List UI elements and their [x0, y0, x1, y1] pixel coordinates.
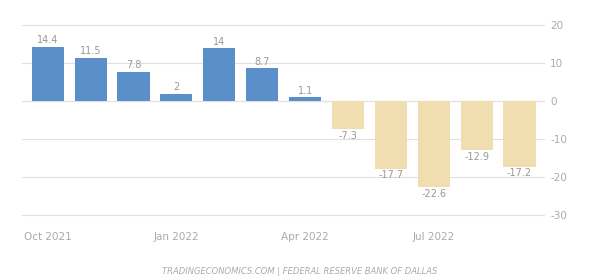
Text: TRADINGECONOMICS.COM | FEDERAL RESERVE BANK OF DALLAS: TRADINGECONOMICS.COM | FEDERAL RESERVE B…: [163, 267, 437, 276]
Bar: [418, 101, 450, 187]
Bar: [461, 101, 493, 150]
Bar: [503, 101, 536, 167]
Text: 11.5: 11.5: [80, 46, 101, 56]
Bar: [375, 101, 407, 169]
Bar: [203, 48, 235, 101]
Text: 14.4: 14.4: [37, 35, 58, 45]
Text: -7.3: -7.3: [338, 131, 358, 141]
Text: -22.6: -22.6: [421, 189, 446, 199]
Text: -17.7: -17.7: [378, 170, 403, 180]
Bar: [289, 97, 321, 101]
Text: 8.7: 8.7: [254, 57, 270, 67]
Bar: [118, 72, 149, 101]
Bar: [246, 68, 278, 101]
Bar: [160, 94, 193, 101]
Text: 7.8: 7.8: [126, 60, 141, 70]
Text: 2: 2: [173, 82, 179, 92]
Bar: [32, 47, 64, 101]
Text: -12.9: -12.9: [464, 152, 489, 162]
Bar: [332, 101, 364, 129]
Bar: [74, 58, 107, 101]
Text: 14: 14: [213, 37, 226, 47]
Text: 1.1: 1.1: [298, 86, 313, 96]
Text: -17.2: -17.2: [507, 168, 532, 178]
